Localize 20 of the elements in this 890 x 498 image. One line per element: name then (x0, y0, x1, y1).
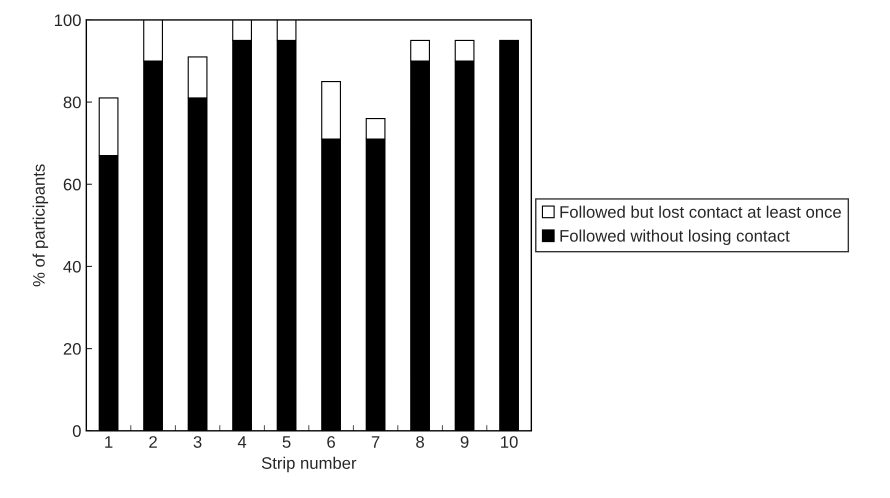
x-tick-label: 10 (501, 436, 518, 448)
x-tick-label: 4 (238, 436, 246, 448)
x-tick-label: 5 (282, 436, 291, 448)
y-tick-label: 0 (72, 425, 81, 437)
x-tick-label: 2 (149, 436, 157, 448)
legend-label: Followed but lost contact at least once (560, 206, 841, 218)
legend-label: Followed without losing contact (560, 230, 790, 246)
x-tick-label: 6 (327, 436, 335, 448)
x-tick-label: 8 (416, 436, 424, 448)
x-tick-label: 1 (105, 436, 112, 448)
y-tick-label: 60 (64, 178, 81, 190)
x-tick-label: 3 (194, 436, 202, 448)
y-tick-label: 100 (54, 14, 81, 26)
y-tick-label: 40 (63, 260, 81, 273)
x-tick-label: 7 (372, 436, 380, 448)
y-tick-label: 20 (64, 343, 81, 355)
y-axis-title: % of participants (32, 164, 48, 286)
x-axis-title: Strip number (262, 456, 356, 472)
y-tick-label: 80 (64, 96, 81, 108)
x-tick-label: 9 (460, 436, 468, 448)
